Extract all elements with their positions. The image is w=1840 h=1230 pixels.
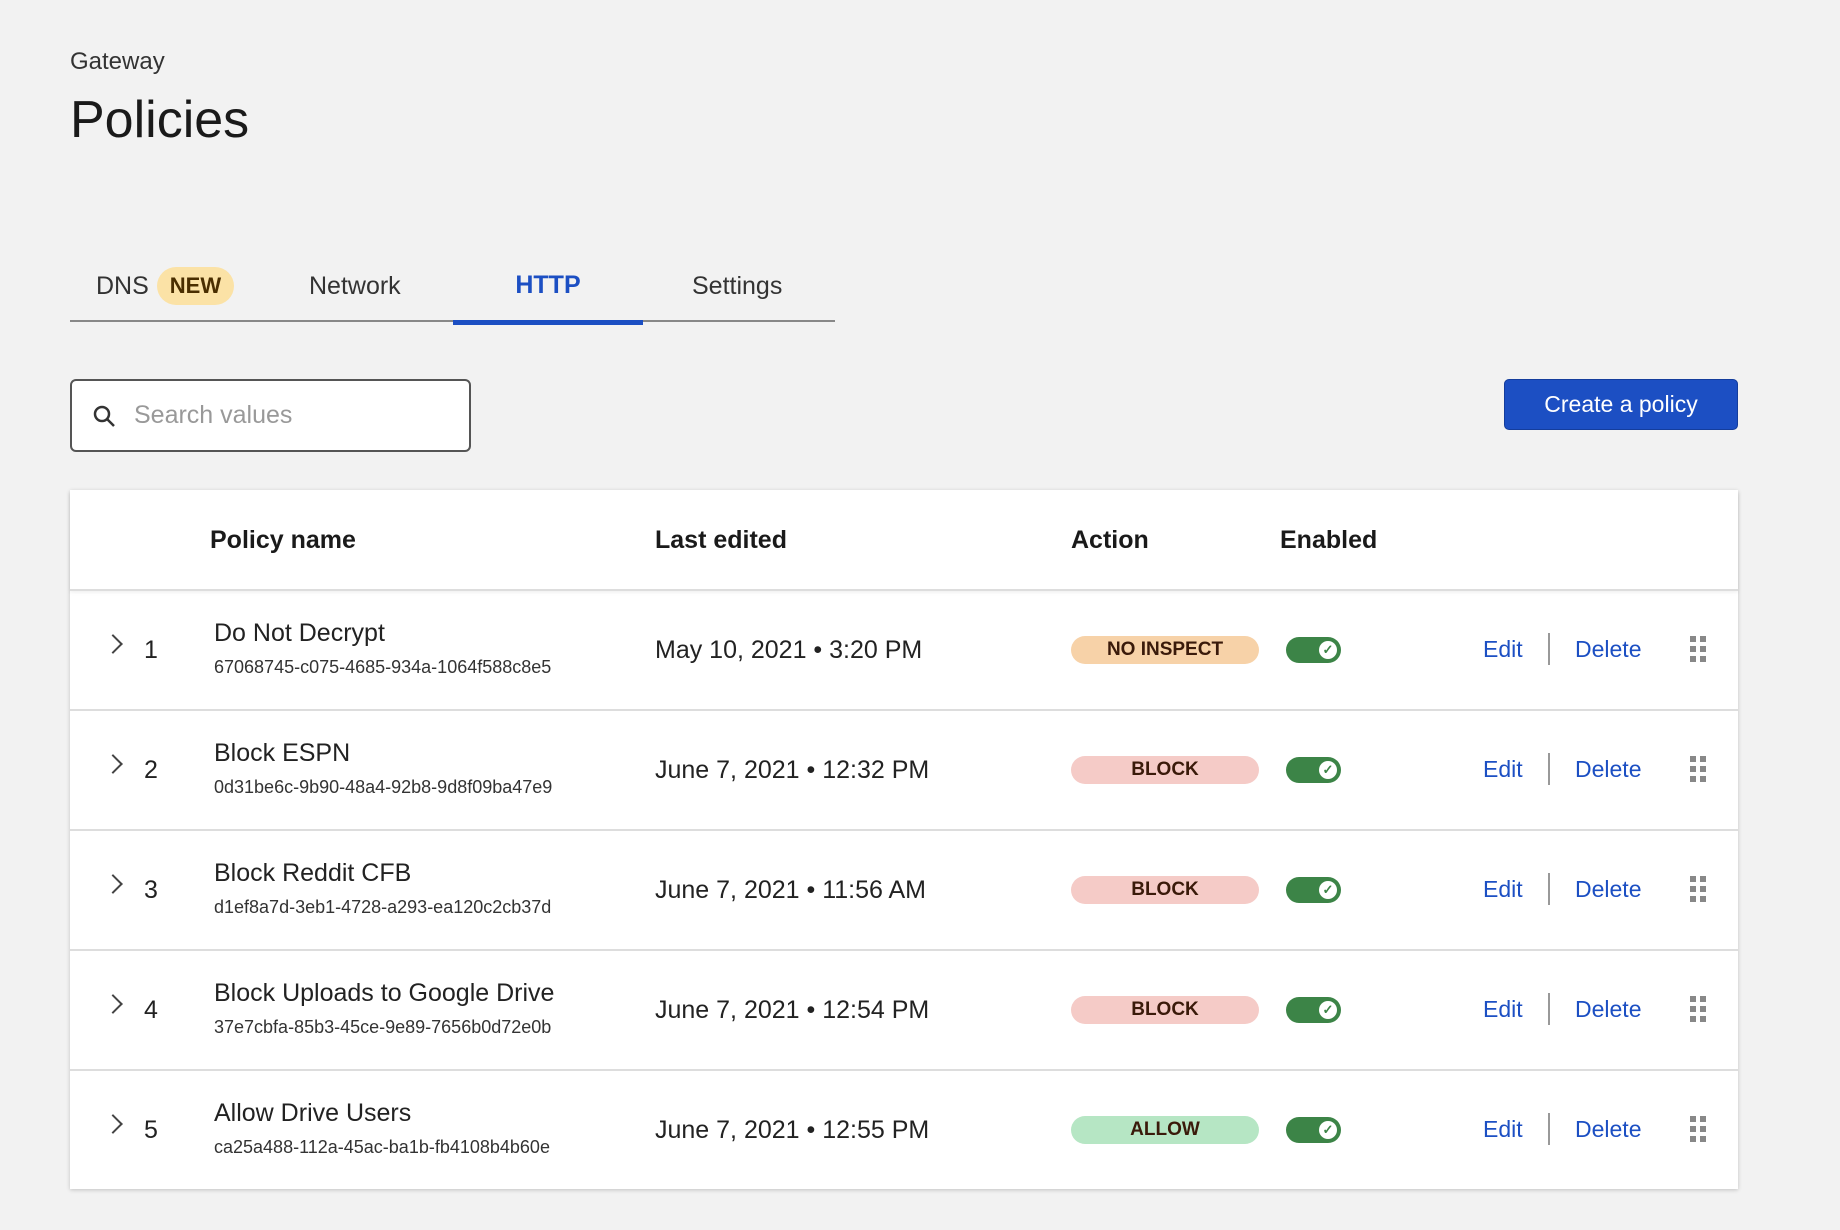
edit-link[interactable]: Edit bbox=[1483, 876, 1523, 902]
divider bbox=[1548, 993, 1550, 1025]
tab-label: DNS bbox=[96, 271, 149, 300]
delete-link[interactable]: Delete bbox=[1575, 756, 1642, 782]
policies-table: Policy name Last edited Action Enabled 1… bbox=[70, 490, 1738, 1189]
tab-label: Settings bbox=[692, 271, 783, 300]
tab-settings[interactable]: Settings bbox=[692, 250, 782, 322]
search-icon bbox=[93, 405, 115, 427]
check-icon: ✓ bbox=[1319, 881, 1337, 899]
column-action[interactable]: Action bbox=[1071, 526, 1149, 554]
search-box[interactable] bbox=[70, 379, 471, 452]
page-title: Policies bbox=[70, 91, 250, 149]
table-row: 1 Do Not Decrypt 67068745-c075-4685-934a… bbox=[70, 589, 1738, 709]
action-badge: ALLOW bbox=[1071, 1116, 1259, 1144]
policy-id: 0d31be6c-9b90-48a4-92b8-9d8f09ba47e9 bbox=[214, 777, 553, 797]
check-icon: ✓ bbox=[1319, 761, 1337, 779]
policy-name: Block Reddit CFB bbox=[214, 859, 412, 887]
row-number: 1 bbox=[144, 636, 158, 664]
delete-link[interactable]: Delete bbox=[1575, 876, 1642, 902]
last-edited: May 10, 2021 • 3:20 PM bbox=[655, 636, 923, 664]
column-last-edited[interactable]: Last edited bbox=[655, 526, 787, 554]
expand-chevron-icon[interactable] bbox=[103, 754, 123, 774]
tab-dns[interactable]: DNS NEW bbox=[96, 250, 235, 322]
delete-link[interactable]: Delete bbox=[1575, 636, 1642, 662]
tab-label: HTTP bbox=[515, 270, 581, 299]
divider bbox=[1548, 1113, 1550, 1145]
table-row: 3 Block Reddit CFB d1ef8a7d-3eb1-4728-a2… bbox=[70, 829, 1738, 949]
policy-id: 37e7cbfa-85b3-45ce-9e89-7656b0d72e0b bbox=[214, 1017, 552, 1037]
enabled-toggle[interactable]: ✓ bbox=[1286, 1117, 1341, 1143]
delete-link[interactable]: Delete bbox=[1575, 1116, 1642, 1142]
tab-label: Network bbox=[309, 271, 401, 300]
policy-id: 67068745-c075-4685-934a-1064f588c8e5 bbox=[214, 657, 552, 677]
table-row: 2 Block ESPN 0d31be6c-9b90-48a4-92b8-9d8… bbox=[70, 709, 1738, 829]
check-icon: ✓ bbox=[1319, 1001, 1337, 1019]
last-edited: June 7, 2021 • 12:55 PM bbox=[655, 1116, 930, 1144]
breadcrumb: Gateway bbox=[70, 48, 165, 75]
row-number: 2 bbox=[144, 756, 158, 784]
enabled-toggle[interactable]: ✓ bbox=[1286, 637, 1341, 663]
action-badge: BLOCK bbox=[1071, 876, 1259, 904]
action-badge: BLOCK bbox=[1071, 996, 1259, 1024]
policy-name: Block ESPN bbox=[214, 739, 351, 767]
expand-chevron-icon[interactable] bbox=[103, 1114, 123, 1134]
divider bbox=[1548, 633, 1550, 665]
policy-name: Block Uploads to Google Drive bbox=[214, 979, 555, 1007]
enabled-toggle[interactable]: ✓ bbox=[1286, 997, 1341, 1023]
edit-link[interactable]: Edit bbox=[1483, 996, 1523, 1022]
row-number: 5 bbox=[144, 1116, 158, 1144]
edit-link[interactable]: Edit bbox=[1483, 1116, 1523, 1142]
action-badge: BLOCK bbox=[1071, 756, 1259, 784]
divider bbox=[1548, 873, 1550, 905]
expand-chevron-icon[interactable] bbox=[103, 994, 123, 1014]
last-edited: June 7, 2021 • 11:56 AM bbox=[655, 876, 926, 904]
drag-handle-icon[interactable] bbox=[1690, 876, 1706, 902]
edit-link[interactable]: Edit bbox=[1483, 756, 1523, 782]
row-number: 4 bbox=[144, 996, 158, 1024]
drag-handle-icon[interactable] bbox=[1690, 636, 1706, 662]
drag-handle-icon[interactable] bbox=[1690, 996, 1706, 1022]
delete-link[interactable]: Delete bbox=[1575, 996, 1642, 1022]
table-row: 5 Allow Drive Users ca25a488-112a-45ac-b… bbox=[70, 1069, 1738, 1189]
table-header: Policy name Last edited Action Enabled bbox=[70, 490, 1738, 589]
check-icon: ✓ bbox=[1319, 1121, 1337, 1139]
create-policy-button[interactable]: Create a policy bbox=[1504, 379, 1738, 430]
policy-id: d1ef8a7d-3eb1-4728-a293-ea120c2cb37d bbox=[214, 897, 552, 917]
expand-chevron-icon[interactable] bbox=[103, 874, 123, 894]
drag-handle-icon[interactable] bbox=[1690, 1116, 1706, 1142]
edit-link[interactable]: Edit bbox=[1483, 636, 1523, 662]
action-badge: NO INSPECT bbox=[1071, 636, 1259, 664]
divider bbox=[1548, 753, 1550, 785]
policy-id: ca25a488-112a-45ac-ba1b-fb4108b4b60e bbox=[214, 1137, 550, 1157]
row-number: 3 bbox=[144, 876, 158, 904]
column-enabled[interactable]: Enabled bbox=[1280, 526, 1378, 554]
new-badge: NEW bbox=[156, 267, 235, 305]
expand-chevron-icon[interactable] bbox=[103, 634, 123, 654]
search-input[interactable] bbox=[134, 401, 454, 430]
drag-handle-icon[interactable] bbox=[1690, 756, 1706, 782]
tab-http[interactable]: HTTP bbox=[453, 250, 643, 325]
tab-network[interactable]: Network bbox=[309, 250, 401, 322]
tab-bar: DNS NEW Network HTTP Settings bbox=[70, 250, 835, 325]
policy-name: Do Not Decrypt bbox=[214, 619, 385, 647]
table-row: 4 Block Uploads to Google Drive 37e7cbfa… bbox=[70, 949, 1738, 1069]
check-icon: ✓ bbox=[1319, 641, 1337, 659]
last-edited: June 7, 2021 • 12:54 PM bbox=[655, 996, 930, 1024]
policy-name: Allow Drive Users bbox=[214, 1099, 412, 1127]
enabled-toggle[interactable]: ✓ bbox=[1286, 757, 1341, 783]
enabled-toggle[interactable]: ✓ bbox=[1286, 877, 1341, 903]
column-policy-name[interactable]: Policy name bbox=[210, 526, 356, 554]
last-edited: June 7, 2021 • 12:32 PM bbox=[655, 756, 930, 784]
